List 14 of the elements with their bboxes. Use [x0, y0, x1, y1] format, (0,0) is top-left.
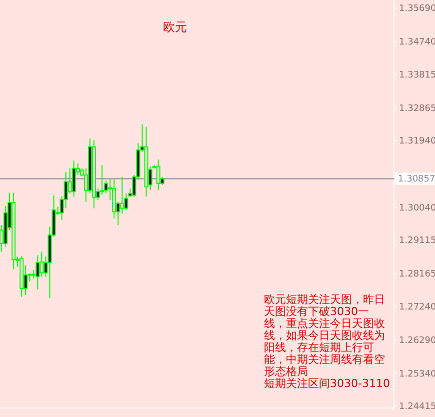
y-tick-label: 1.33815 — [399, 70, 435, 80]
annotation: 短期关注区间3030-3110 — [264, 377, 390, 390]
candlestick — [72, 160, 76, 198]
candlestick — [100, 164, 104, 196]
candlestick — [156, 159, 160, 191]
ref-line-label: 1.30857 — [398, 174, 435, 185]
annotation: 欧元短期关注天图，昨日天图没有下破3030一线，重点关注今日天图收线，如果今日天图收线为阳线，存在短期上行可能，中期关注周线有看空形态格局 — [264, 293, 386, 378]
candlestick — [36, 254, 40, 290]
y-tick-label: 1.24415 — [399, 402, 435, 412]
y-tick-label: 1.29115 — [399, 236, 435, 246]
candlestick — [120, 176, 124, 214]
y-tick-label: 1.32865 — [399, 104, 435, 114]
text: 欧元 — [163, 20, 187, 34]
y-tick-label: 1.28165 — [399, 270, 435, 280]
